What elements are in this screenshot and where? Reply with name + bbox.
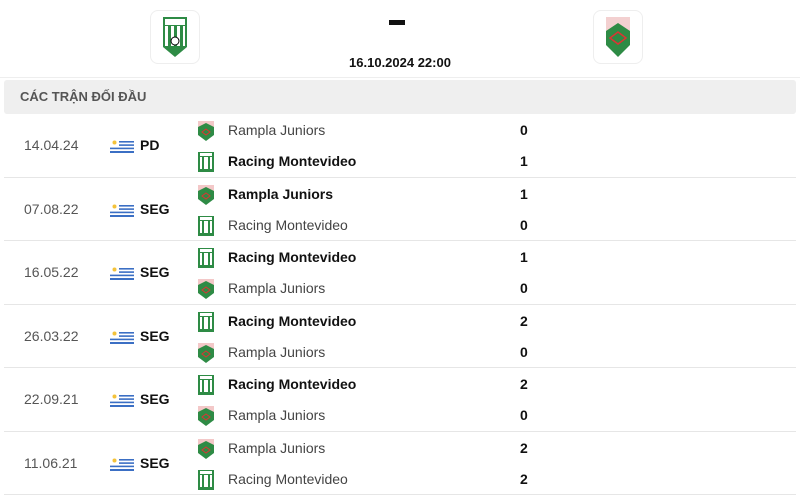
home-team-line: Racing Montevideo 2 bbox=[197, 309, 537, 333]
uruguay-flag-icon bbox=[110, 202, 134, 217]
away-team-line: Racing Montevideo 1 bbox=[197, 149, 537, 173]
team-name[interactable]: Racing Montevideo bbox=[228, 216, 348, 233]
away-team-line: Rampla Juniors 0 bbox=[197, 276, 537, 300]
team-score: 0 bbox=[520, 343, 528, 360]
rampla-juniors-logo-icon bbox=[197, 406, 215, 426]
rampla-juniors-logo-icon bbox=[197, 121, 215, 141]
score-separator bbox=[389, 20, 405, 25]
home-team-line: Rampla Juniors 2 bbox=[197, 436, 537, 460]
competition-label: SEG bbox=[140, 200, 170, 217]
team-name[interactable]: Rampla Juniors bbox=[228, 343, 326, 360]
match-row[interactable]: 14.04.24 PD Rampla Juniors 0 Racing Monte… bbox=[4, 114, 796, 178]
rampla-juniors-logo-icon bbox=[197, 342, 215, 363]
uruguay-flag-icon bbox=[110, 266, 134, 280]
team-score: 2 bbox=[520, 439, 528, 456]
team-score: 1 bbox=[520, 249, 528, 265]
match-date: 26.03.22 bbox=[24, 327, 79, 344]
section-title: CÁC TRẬN ĐỐI ĐẦU bbox=[4, 80, 796, 114]
team-score: 2 bbox=[520, 470, 528, 487]
uruguay-flag-icon bbox=[110, 393, 134, 407]
rampla-juniors-crest-icon[interactable] bbox=[593, 10, 643, 64]
match-row[interactable]: 22.09.21 SEG Racing Montevideo 2 Rampla J… bbox=[4, 368, 796, 432]
racing-montevideo-logo-icon bbox=[197, 152, 215, 172]
home-team-line: Rampla Juniors 0 bbox=[197, 118, 537, 142]
match-date: 16.05.22 bbox=[24, 264, 79, 280]
team-score: 1 bbox=[520, 153, 528, 169]
match-date: 22.09.21 bbox=[24, 391, 79, 407]
team-score: 0 bbox=[520, 280, 528, 296]
rampla-juniors-logo-icon bbox=[197, 438, 215, 459]
uruguay-flag-icon bbox=[110, 139, 134, 153]
racing-montevideo-logo-icon bbox=[197, 248, 215, 268]
match-header: 16.10.2024 22:00 bbox=[0, 0, 800, 78]
team-name[interactable]: Rampla Juniors bbox=[228, 122, 326, 138]
home-team-line: Rampla Juniors 1 bbox=[197, 182, 537, 206]
home-team-line: Racing Montevideo 2 bbox=[197, 372, 537, 396]
match-datetime: 16.10.2024 22:00 bbox=[349, 55, 451, 70]
head-to-head-list: 14.04.24 PD Rampla Juniors 0 Racing Monte… bbox=[0, 114, 800, 495]
competition-label: SEG bbox=[140, 454, 170, 471]
team-name[interactable]: Rampla Juniors bbox=[228, 407, 326, 423]
match-row[interactable]: 07.08.22 SEG Rampla Juniors 1 Racing Mont… bbox=[4, 178, 796, 241]
match-date: 11.06.21 bbox=[24, 454, 78, 471]
match-date: 07.08.22 bbox=[24, 200, 79, 217]
rampla-juniors-logo-icon bbox=[197, 184, 215, 205]
uruguay-flag-icon bbox=[110, 456, 134, 471]
team-score: 2 bbox=[520, 376, 528, 392]
team-score: 1 bbox=[520, 185, 528, 202]
team-name[interactable]: Racing Montevideo bbox=[228, 249, 357, 265]
away-team-line: Racing Montevideo 0 bbox=[197, 213, 537, 237]
away-team-line: Racing Montevideo 2 bbox=[197, 467, 537, 491]
team-name[interactable]: Racing Montevideo bbox=[228, 470, 348, 487]
home-team-line: Racing Montevideo 1 bbox=[197, 245, 537, 269]
match-row[interactable]: 26.03.22 SEG Racing Montevideo 2 Rampla J… bbox=[4, 305, 796, 368]
team-name[interactable]: Racing Montevideo bbox=[228, 153, 357, 169]
match-date: 14.04.24 bbox=[24, 137, 79, 153]
team-score: 2 bbox=[520, 312, 528, 329]
racing-montevideo-logo-icon bbox=[197, 311, 215, 332]
match-row[interactable]: 11.06.21 SEG Rampla Juniors 2 Racing Mont… bbox=[4, 432, 796, 495]
racing-montevideo-crest-icon[interactable] bbox=[150, 10, 200, 64]
competition-label: PD bbox=[140, 137, 160, 153]
match-row[interactable]: 16.05.22 SEG Racing Montevideo 1 Rampla J… bbox=[4, 241, 796, 305]
team-name[interactable]: Racing Montevideo bbox=[228, 312, 357, 329]
racing-montevideo-logo-icon bbox=[197, 469, 215, 490]
racing-montevideo-logo-icon bbox=[197, 375, 215, 395]
team-score: 0 bbox=[520, 122, 528, 138]
uruguay-flag-icon bbox=[110, 329, 134, 344]
team-name[interactable]: Rampla Juniors bbox=[228, 439, 326, 456]
team-name[interactable]: Rampla Juniors bbox=[228, 280, 326, 296]
team-score: 0 bbox=[520, 407, 528, 423]
rampla-juniors-logo-icon bbox=[197, 279, 215, 299]
competition-label: SEG bbox=[140, 391, 170, 407]
competition-label: SEG bbox=[140, 327, 170, 344]
team-score: 0 bbox=[520, 216, 528, 233]
competition-label: SEG bbox=[140, 264, 170, 280]
away-team-line: Rampla Juniors 0 bbox=[197, 340, 537, 364]
team-name[interactable]: Rampla Juniors bbox=[228, 185, 334, 202]
racing-montevideo-logo-icon bbox=[197, 215, 215, 236]
team-name[interactable]: Racing Montevideo bbox=[228, 376, 357, 392]
away-team-line: Rampla Juniors 0 bbox=[197, 403, 537, 427]
